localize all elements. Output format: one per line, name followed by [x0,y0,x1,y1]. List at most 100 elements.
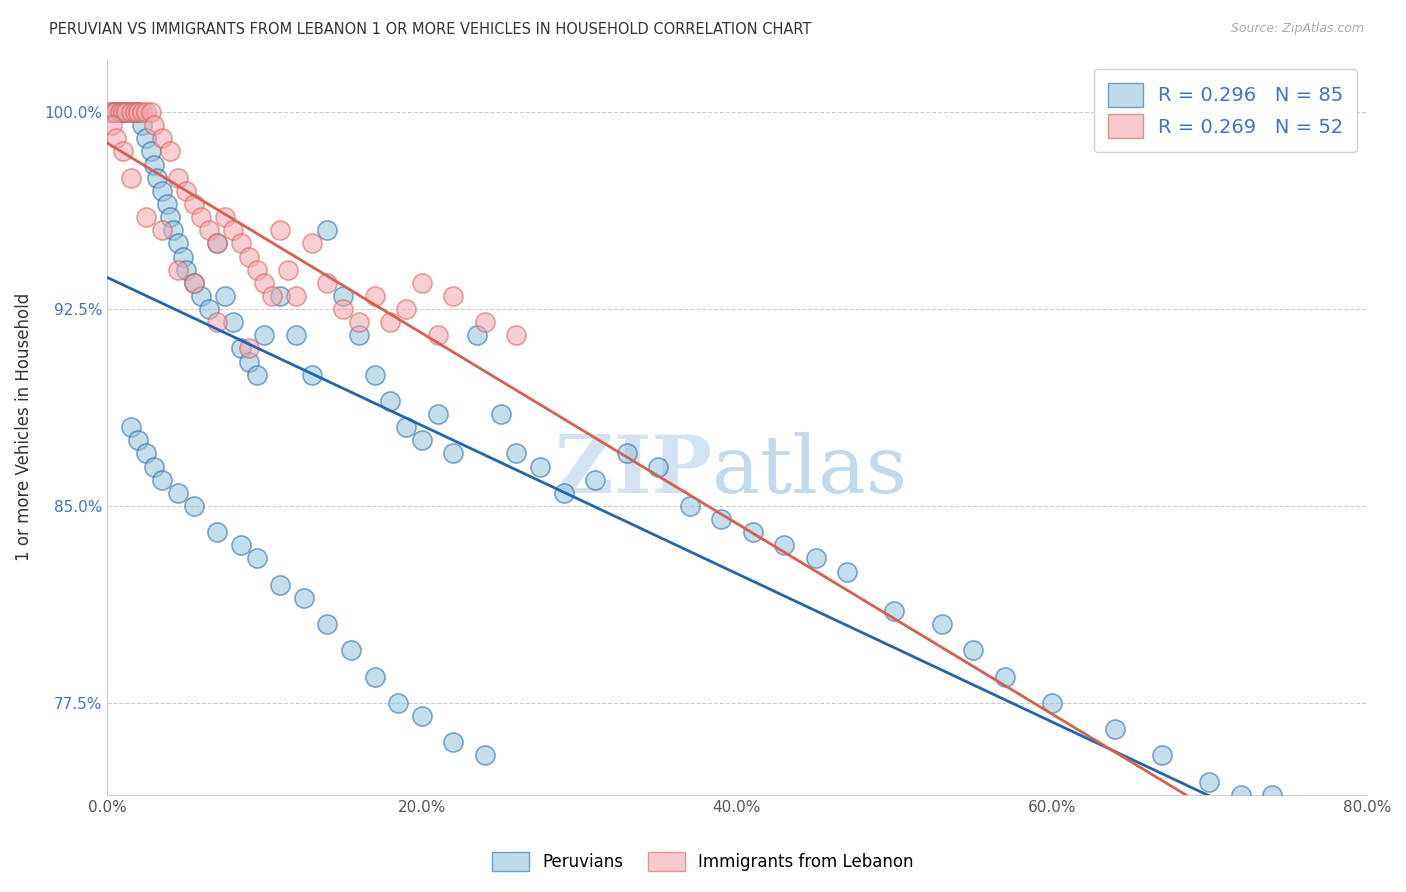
Point [411,276,433,290]
Point [120,105,142,120]
Point [100,105,122,120]
Point [104,105,127,120]
Point [395,301,418,316]
Point [465,328,488,343]
Point [426,407,449,421]
Point [474,748,496,763]
Point [292,591,315,605]
Point [127,105,149,120]
Point [363,289,385,303]
Point [277,262,299,277]
Point [205,236,228,251]
Point [269,223,291,237]
Point [143,459,166,474]
Point [347,328,370,343]
Point [205,315,228,329]
Point [183,276,205,290]
Point [883,604,905,618]
Point [238,250,260,264]
Point [837,565,859,579]
Point [245,551,267,566]
Point [284,328,307,343]
Point [166,485,188,500]
Point [269,289,291,303]
Point [347,315,370,329]
Point [229,236,252,251]
Point [262,289,284,303]
Point [111,105,134,120]
Point [105,131,128,145]
Point [284,289,307,303]
Point [205,236,228,251]
Point [332,301,354,316]
Point [411,434,433,448]
Point [253,276,276,290]
Point [150,223,173,237]
Point [316,276,339,290]
Point [159,210,181,224]
Point [131,105,153,120]
Point [143,118,166,132]
Point [229,538,252,552]
Point [111,145,134,159]
Point [98,105,121,120]
Point [131,118,153,132]
Point [166,236,188,251]
Point [190,289,212,303]
Point [205,525,228,540]
Point [301,368,323,382]
Point [127,434,149,448]
Point [441,289,464,303]
Point [441,446,464,460]
Point [198,223,221,237]
Point [222,315,245,329]
Point [529,459,551,474]
Point [146,170,169,185]
Point [190,210,212,224]
Point [474,315,496,329]
Point [616,446,638,460]
Point [269,577,291,591]
Point [301,236,323,251]
Point [183,499,205,513]
Point [198,301,221,316]
Point [395,420,418,434]
Point [505,328,527,343]
Point [1198,774,1220,789]
Point [150,184,173,198]
Point [120,170,142,185]
Point [316,617,339,632]
Point [111,105,134,120]
Point [238,354,260,368]
Point [332,289,354,303]
Point [238,342,260,356]
Point [1104,722,1126,736]
Point [363,368,385,382]
Point [139,105,162,120]
Text: Source: ZipAtlas.com: Source: ZipAtlas.com [1230,22,1364,36]
Point [115,105,138,120]
Point [1230,788,1253,802]
Point [156,197,179,211]
Point [143,158,166,172]
Point [214,289,236,303]
Text: PERUVIAN VS IMMIGRANTS FROM LEBANON 1 OR MORE VEHICLES IN HOUSEHOLD CORRELATION : PERUVIAN VS IMMIGRANTS FROM LEBANON 1 OR… [49,22,811,37]
Point [245,262,267,277]
Point [583,473,606,487]
Point [135,210,157,224]
Point [380,393,402,408]
Point [135,131,157,145]
Point [183,276,205,290]
Point [115,105,138,120]
Point [441,735,464,749]
Point [994,669,1017,683]
Point [150,131,173,145]
Point [411,709,433,723]
Point [159,145,181,159]
Point [1261,788,1284,802]
Point [120,105,142,120]
Point [183,197,205,211]
Point [166,170,188,185]
Legend: R = 0.296   N = 85, R = 0.269   N = 52: R = 0.296 N = 85, R = 0.269 N = 52 [1094,70,1357,152]
Point [1152,748,1174,763]
